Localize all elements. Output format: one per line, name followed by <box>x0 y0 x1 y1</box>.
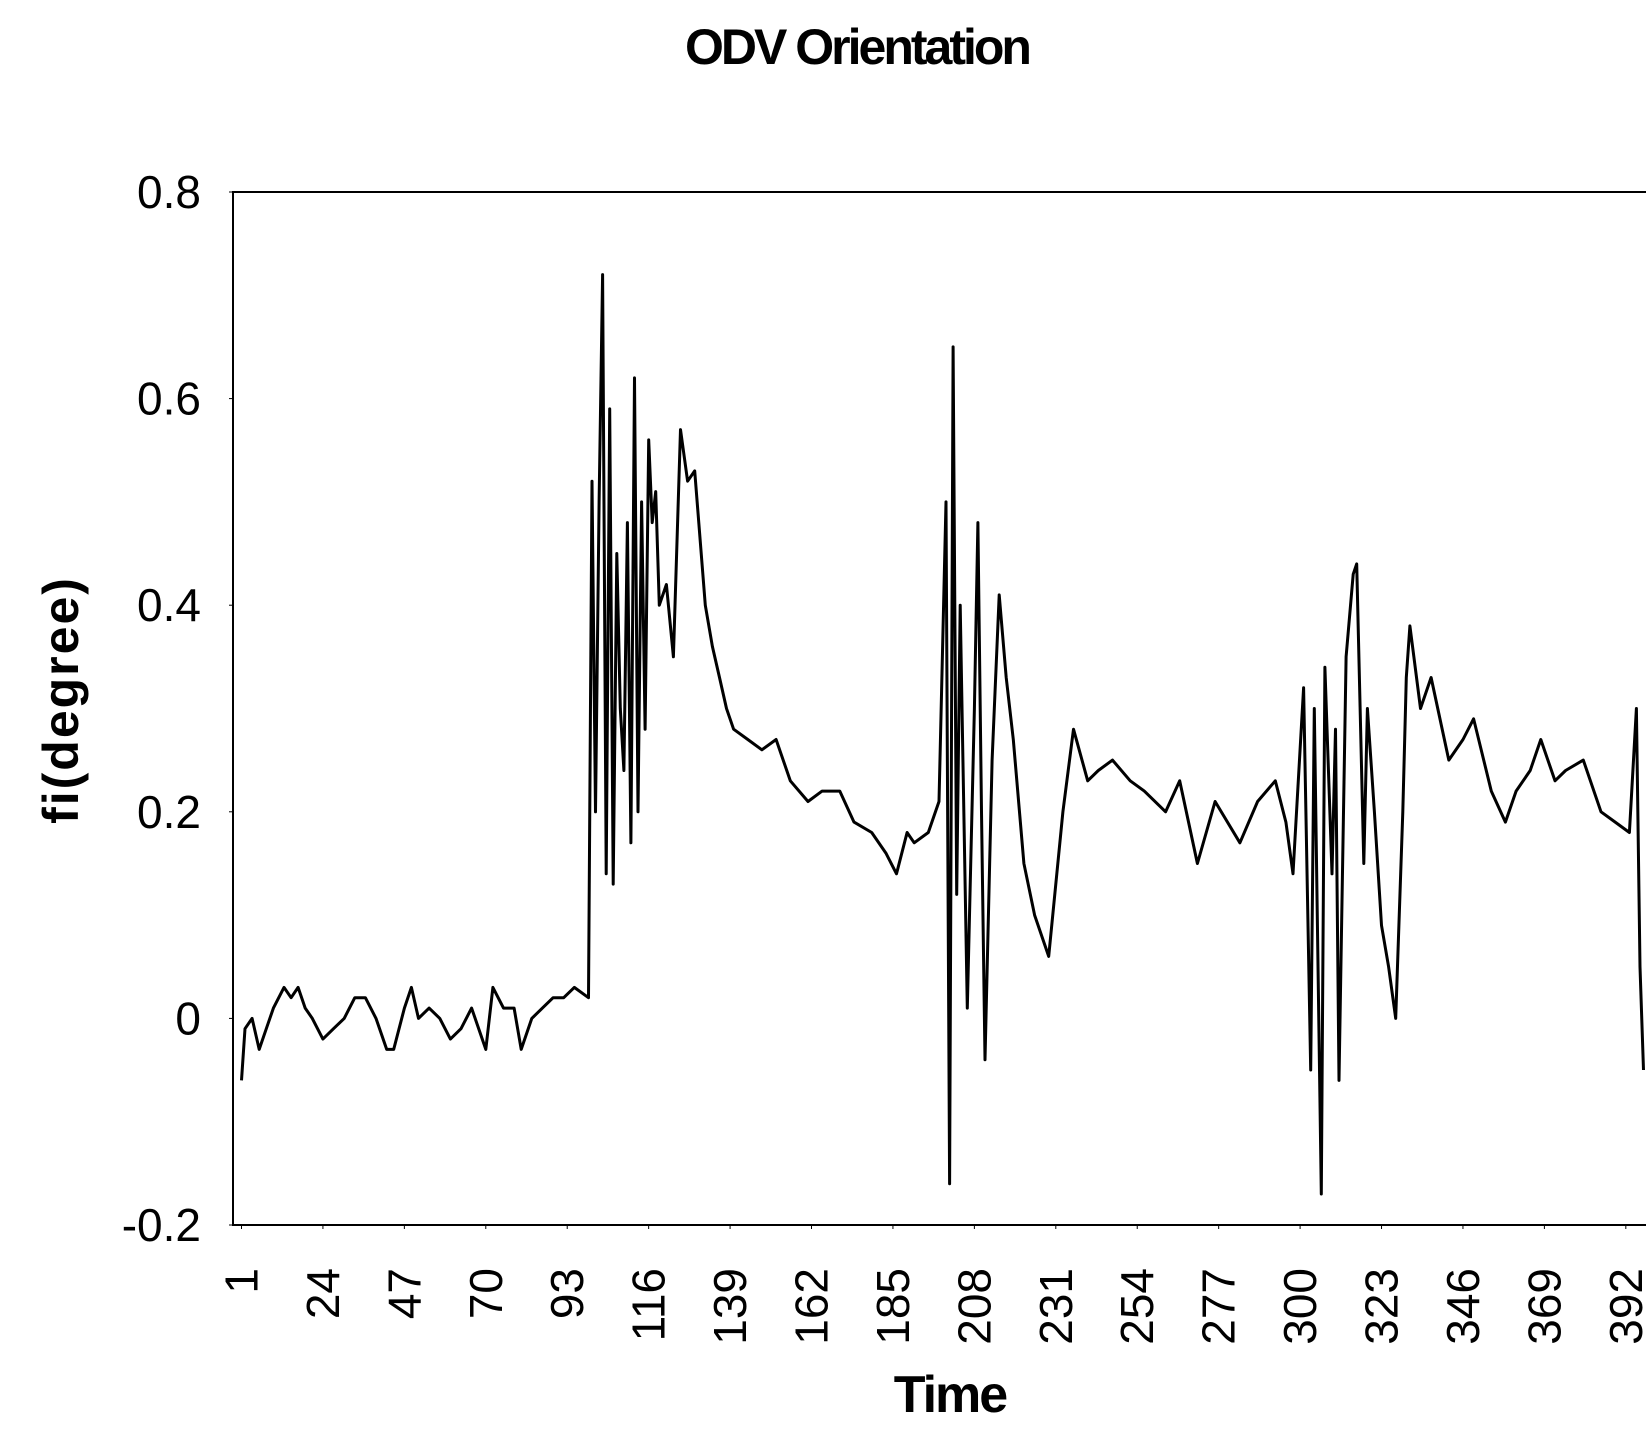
data-line <box>240 273 1645 1196</box>
x-tick-label: 139 <box>704 1268 756 1345</box>
x-tick-label: 47 <box>378 1268 430 1319</box>
x-tick-label: 208 <box>948 1268 1000 1345</box>
x-axis-title: Time <box>894 1366 1008 1424</box>
y-tick-label: 0 <box>175 992 201 1044</box>
x-tick-label: 231 <box>1030 1268 1082 1345</box>
y-tick-label: 0.4 <box>137 579 201 631</box>
y-tick-label: 0.2 <box>137 786 201 838</box>
x-tick-label: 185 <box>867 1268 919 1345</box>
y-tick-label: 0.8 <box>137 166 201 218</box>
x-tick-label: 346 <box>1437 1268 1489 1345</box>
x-tick-label: 116 <box>623 1268 675 1341</box>
plot-area <box>232 191 1646 1226</box>
y-tick-label: 0.6 <box>137 373 201 425</box>
x-tick-label: 93 <box>541 1268 593 1319</box>
x-tick-label: 24 <box>297 1268 349 1319</box>
y-axis-title: fi(degree) <box>33 576 89 824</box>
x-tick-label: 369 <box>1518 1268 1570 1345</box>
x-tick-label: 300 <box>1274 1268 1326 1345</box>
chart-title: ODV Orientation <box>685 19 1029 75</box>
x-tick-label: 323 <box>1356 1268 1408 1345</box>
x-tick-label: 277 <box>1193 1268 1245 1345</box>
y-tick-label: -0.2 <box>122 1199 201 1251</box>
x-tick-label: 392 <box>1600 1268 1646 1345</box>
x-tick-label: 70 <box>460 1268 512 1319</box>
x-tick-label: 162 <box>786 1268 838 1345</box>
x-tick-label: 1 <box>215 1268 267 1294</box>
x-tick-label: 254 <box>1111 1268 1163 1345</box>
